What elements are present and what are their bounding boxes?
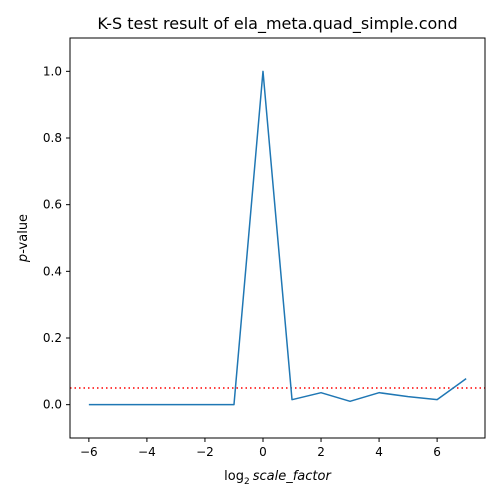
data-point-0-4 [204,404,206,406]
data-point-0-3 [175,404,177,406]
data-point-0-5 [233,404,235,406]
y-tick-label-1: 0.2 [43,331,62,345]
data-point-0-9 [349,401,351,403]
y-tick-label-3: 0.6 [43,198,62,212]
x-axis-label-prefix: log [224,469,244,484]
y-tick-label-2: 0.4 [43,264,62,278]
axes: −6 −4 −2 0 2 4 6 0.0 0.2 0.4 0.6 0.8 1.0 [43,64,441,459]
plot-area [70,70,485,406]
x-tick-label-4: 2 [317,445,325,459]
y-axis-label: p-value [16,214,31,263]
y-tick-label-0: 0.0 [43,398,62,412]
data-point-0-6 [262,71,264,73]
data-point-0-0 [88,404,90,406]
data-point-0-7 [291,399,293,401]
y-axis-label-rest: -value [16,214,31,254]
plot-frame [69,37,486,439]
data-point-0-12 [436,399,438,401]
x-axis-label-subscript: 2 [244,477,250,487]
y-tick-label-4: 0.8 [43,131,62,145]
data-point-0-1 [117,404,119,406]
x-tick-label-2: −2 [196,445,214,459]
x-tick-label-1: −4 [138,445,156,459]
data-point-0-11 [407,396,409,398]
series-line-0 [88,70,467,406]
y-tick-label-5: 1.0 [43,64,62,78]
data-point-0-10 [378,392,380,394]
x-axis-label: log2 scale_factor [224,469,332,487]
x-tick-label-6: 6 [433,445,441,459]
chart-title: K-S test result of ela_meta.quad_simple.… [97,14,457,34]
x-tick-label-5: 4 [375,445,383,459]
data-point-0-8 [320,392,322,394]
data-point-0-2 [146,404,148,406]
x-axis-label-name: scale_factor [253,469,333,484]
x-tick-label-0: −6 [80,445,98,459]
x-tick-label-3: 0 [259,445,267,459]
data-point-0-13 [465,378,467,380]
y-axis-label-italic: p [16,254,31,263]
